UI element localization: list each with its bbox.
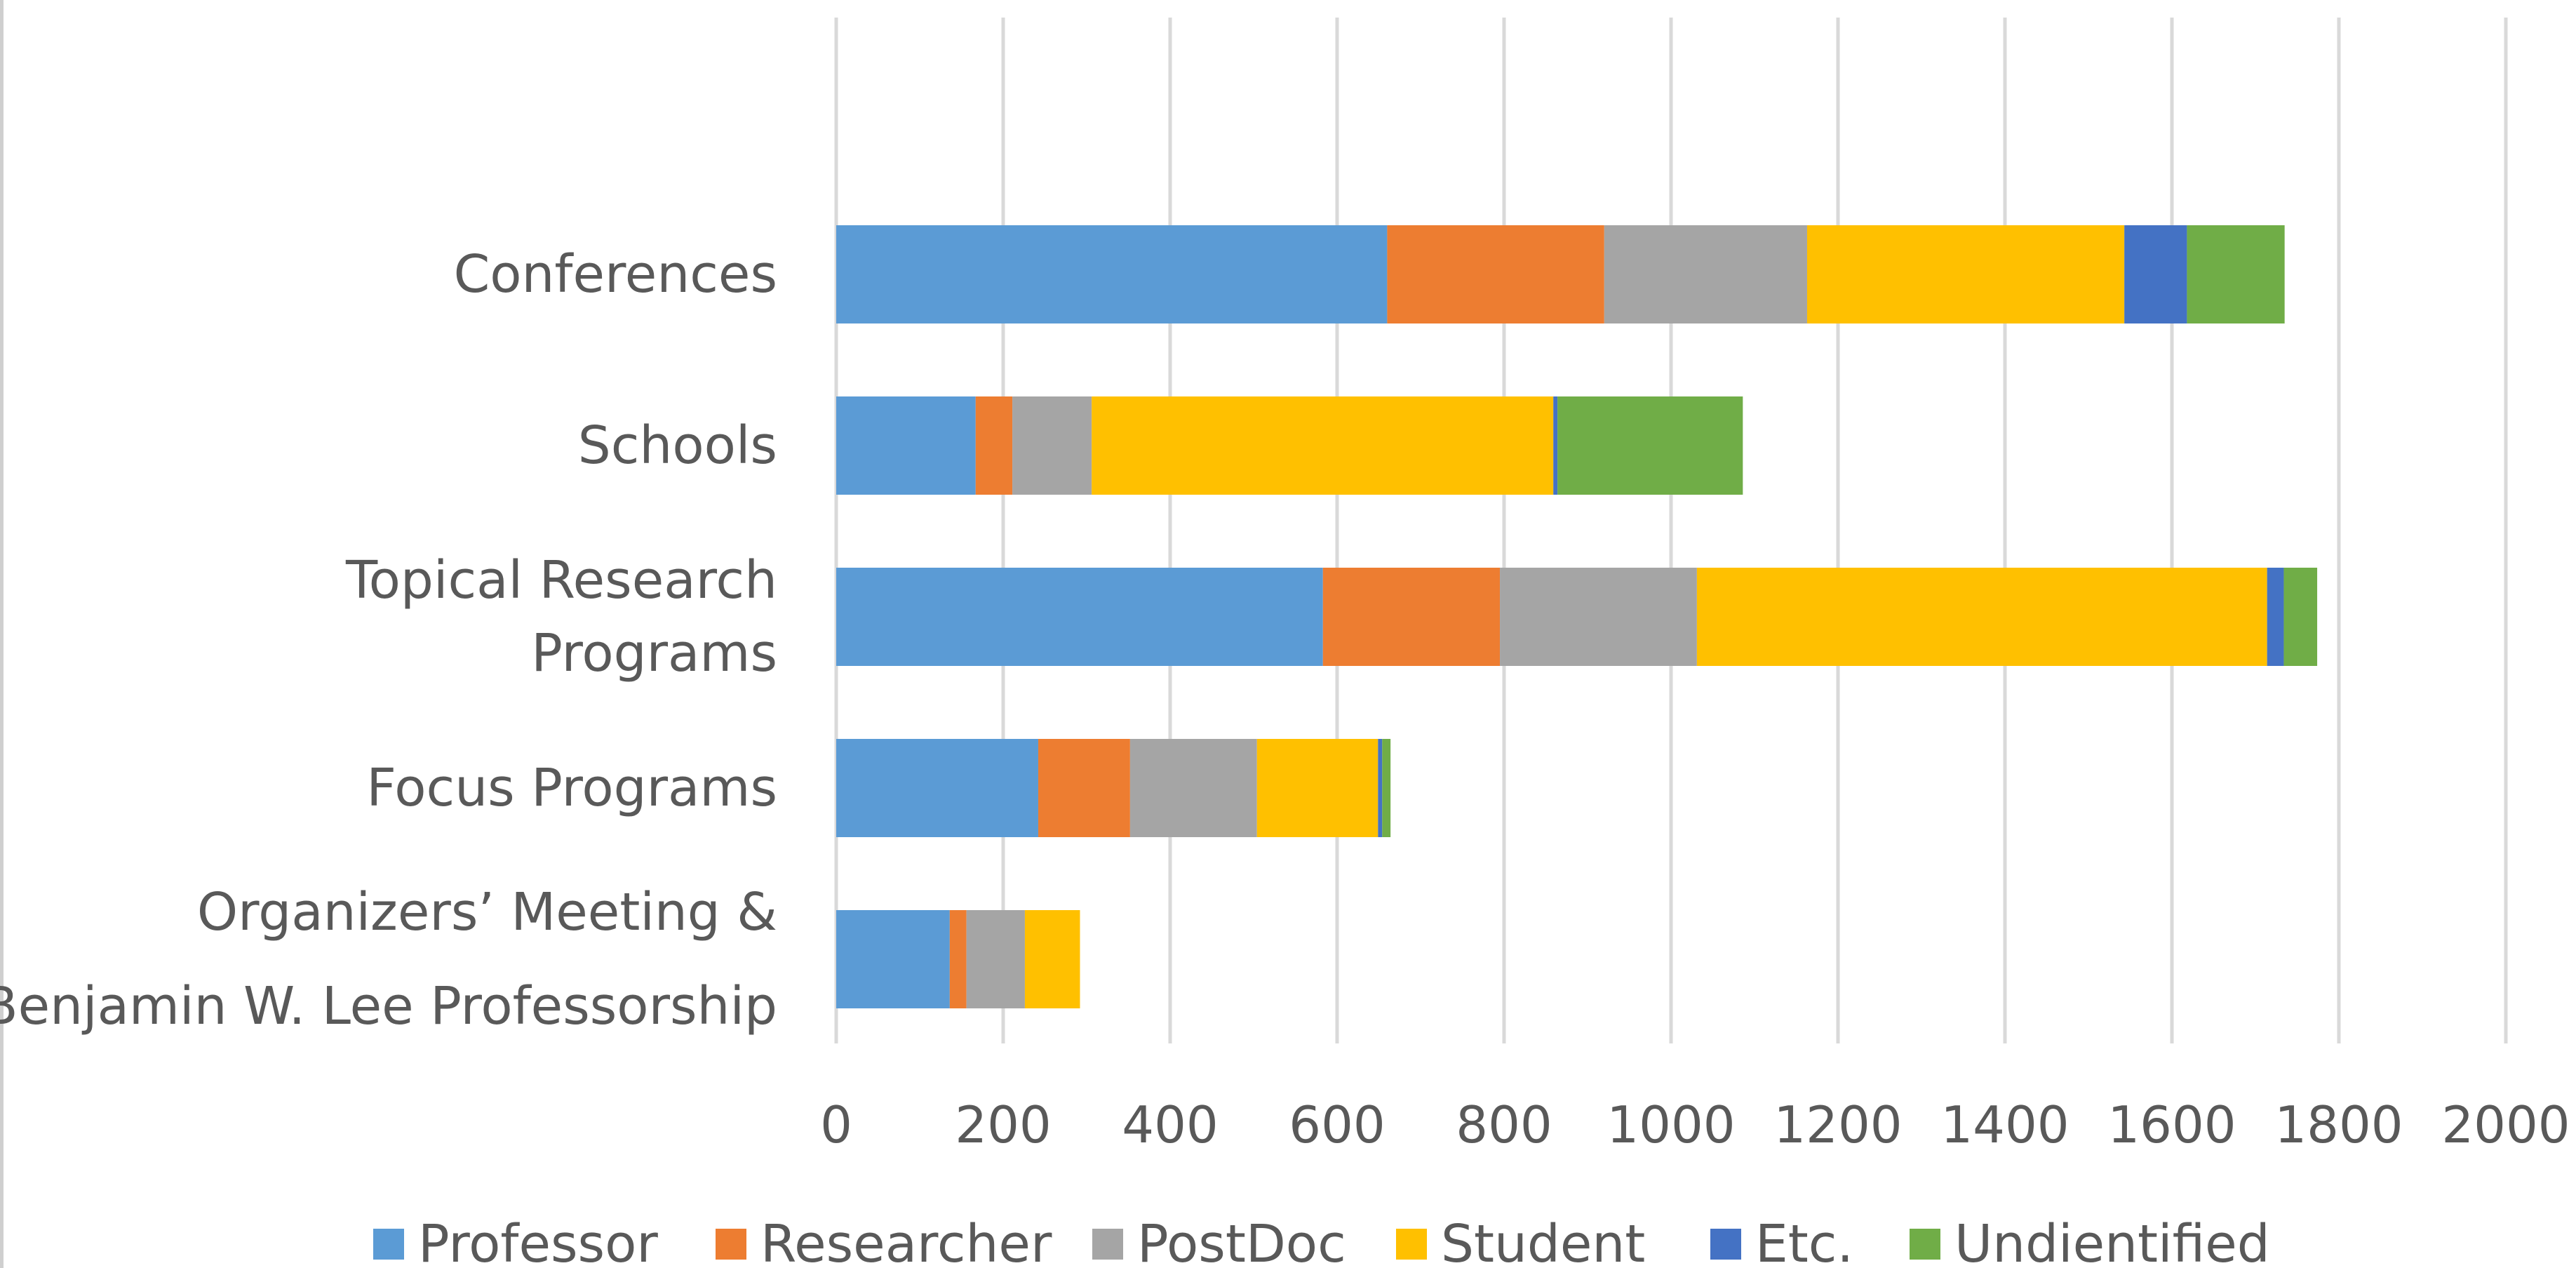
bar-segment	[1382, 739, 1391, 837]
legend: Professor Researcher PostDoc Student Etc. Und…	[373, 1214, 2270, 1268]
legend-swatch	[373, 1229, 404, 1260]
category-label: Focus Programs	[366, 758, 777, 818]
bar-segment	[1557, 396, 1743, 495]
legend-swatch	[1396, 1229, 1427, 1260]
bar-segment	[949, 910, 967, 1008]
legend-label: PostDoc	[1137, 1214, 1346, 1268]
bar-segment	[975, 396, 1013, 495]
x-tick-label: 1800	[2274, 1095, 2403, 1154]
category-label: Organizers’ Meeting &	[197, 882, 777, 942]
bar-segment	[836, 225, 1388, 323]
bar-segment	[1256, 739, 1378, 837]
x-tick-label: 200	[955, 1095, 1051, 1154]
bars	[836, 225, 2318, 1008]
category-label: Conferences	[454, 244, 777, 305]
bar-segment	[1378, 739, 1383, 837]
legend-swatch	[716, 1229, 746, 1260]
bar-segment	[1553, 396, 1558, 495]
bar-segment	[1500, 568, 1697, 666]
bar-segment	[1012, 396, 1092, 495]
bar-segment	[1129, 739, 1257, 837]
bar-segment	[1024, 910, 1080, 1008]
bar-segment	[1696, 568, 2267, 666]
x-tick-label: 2000	[2441, 1095, 2570, 1154]
legend-label: Student	[1441, 1214, 1645, 1268]
legend-item: Researcher	[716, 1214, 1052, 1268]
legend-swatch	[1910, 1229, 1940, 1260]
category-labels: Conferences Schools Topical Research Progra…	[0, 244, 777, 1036]
bar-segment	[1038, 739, 1130, 837]
bar-segment	[1092, 396, 1554, 495]
x-tick-labels: 0 200 400 600 800 1000 1200 1400 1600 1800 2000	[820, 1095, 2570, 1154]
bar-segment	[1806, 225, 2125, 323]
legend-swatch	[1710, 1229, 1741, 1260]
category-label: Schools	[578, 415, 777, 476]
legend-item: Professor	[373, 1214, 658, 1268]
bar-segment	[2187, 225, 2285, 323]
legend-item: PostDoc	[1092, 1214, 1346, 1268]
bar-segment	[2267, 568, 2284, 666]
category-label: Programs	[531, 623, 777, 683]
bar-segment	[2124, 225, 2187, 323]
x-tick-label: 600	[1289, 1095, 1385, 1154]
x-tick-label: 0	[820, 1095, 852, 1154]
legend-label: Etc.	[1755, 1214, 1853, 1268]
bar-segment	[836, 568, 1323, 666]
bar-segment	[836, 910, 950, 1008]
category-label: Topical Research	[345, 550, 777, 610]
bar-segment	[2283, 568, 2318, 666]
x-tick-label: 1000	[1606, 1095, 1735, 1154]
legend-item: Student	[1396, 1214, 1645, 1268]
legend-label: Undientified	[1954, 1214, 2270, 1268]
bar-segment	[1322, 568, 1501, 666]
bar-segment	[836, 739, 1038, 837]
left-border	[0, 0, 4, 1268]
bar-segment	[1387, 225, 1604, 323]
bar-segment	[966, 910, 1025, 1008]
gridlines	[834, 18, 2508, 1043]
x-tick-label: 800	[1456, 1095, 1552, 1154]
legend-item: Undientified	[1910, 1214, 2270, 1268]
category-label: Benjamin W. Lee Professorship	[0, 976, 777, 1036]
bar-segment	[836, 396, 976, 495]
x-tick-label: 1200	[1773, 1095, 1902, 1154]
x-tick-label: 400	[1122, 1095, 1218, 1154]
legend-swatch	[1092, 1229, 1123, 1260]
legend-label: Researcher	[760, 1214, 1052, 1268]
x-tick-label: 1400	[1940, 1095, 2069, 1154]
legend-label: Professor	[418, 1214, 658, 1268]
x-tick-label: 1600	[2107, 1095, 2236, 1154]
legend-item: Etc.	[1710, 1214, 1853, 1268]
bar-segment	[1604, 225, 1807, 323]
